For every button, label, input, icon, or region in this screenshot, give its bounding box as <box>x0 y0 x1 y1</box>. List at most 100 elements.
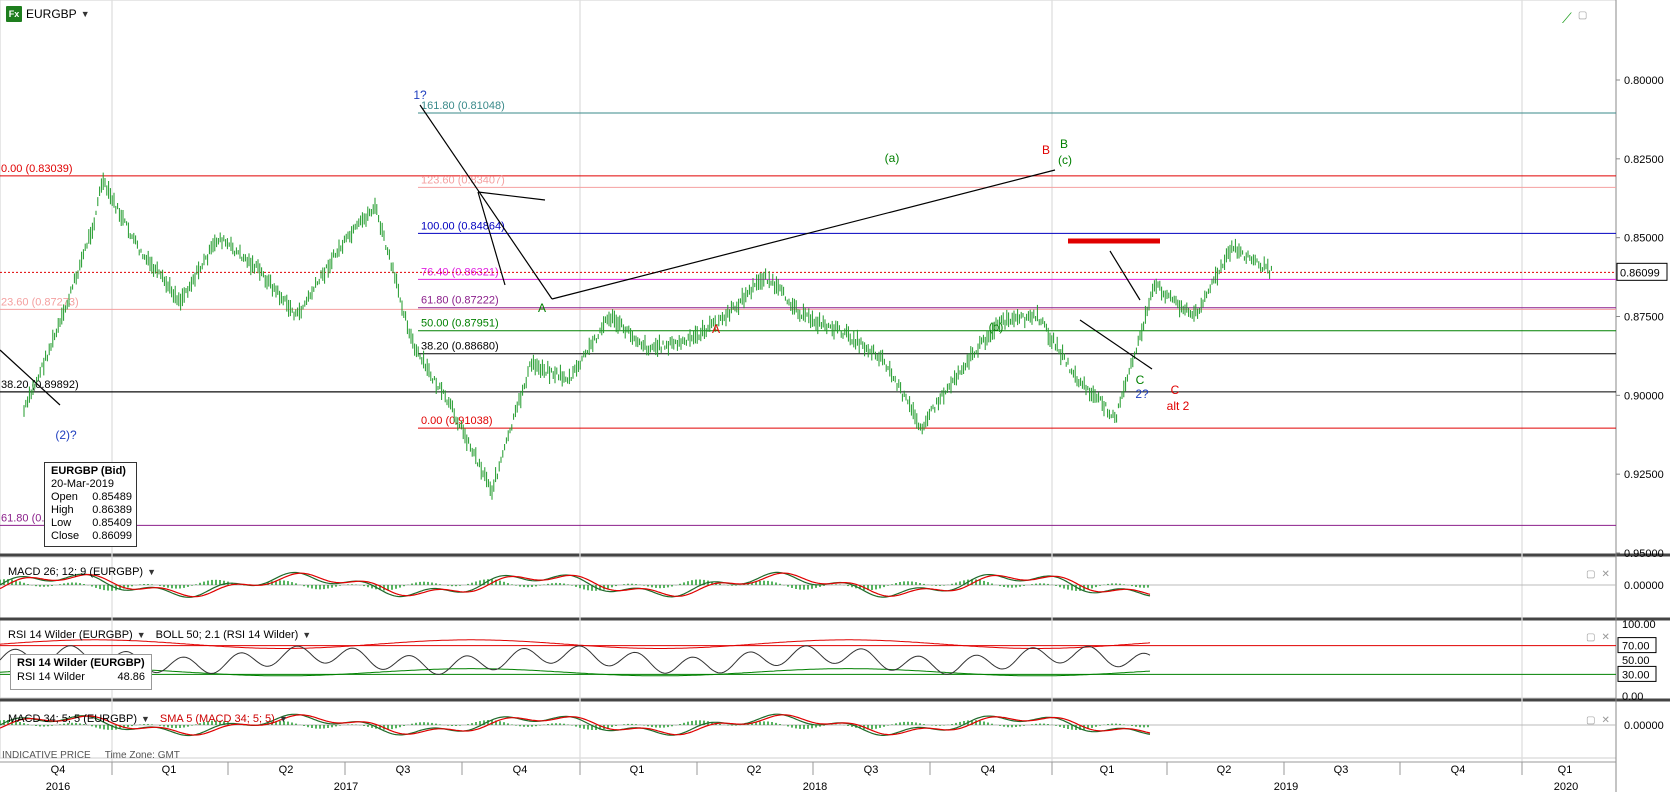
ohlc-date: 20-Mar-2019 <box>51 478 114 490</box>
timezone-label: Time Zone: GMT <box>104 750 180 761</box>
rsi-tooltip-value: 48.86 <box>117 671 145 683</box>
quarter-label: Q4 <box>513 764 528 776</box>
trendline <box>551 169 1056 300</box>
rsi-tick-label: 50.00 <box>1622 655 1650 667</box>
fib-level-label: 38.20 (0.89892) <box>1 379 79 391</box>
trendline <box>1079 319 1153 370</box>
price-tick-label: 0.82500 <box>1624 154 1664 166</box>
rsi-tick-label: 100.00 <box>1622 619 1656 631</box>
boll-lower-line <box>0 668 1151 677</box>
quarter-label: Q2 <box>279 764 294 776</box>
ohlc-value: 0.86389 <box>92 504 132 516</box>
year-label: 2018 <box>803 781 827 792</box>
caret-down-icon[interactable]: ▼ <box>302 630 312 640</box>
wave-label: (b) <box>989 320 1004 334</box>
rsi-panel-controls: ▢ ✕ <box>1586 632 1610 643</box>
year-label: 2019 <box>1274 781 1298 792</box>
rsi-tooltip-row: RSI 14 Wilder 48.86 <box>17 670 145 684</box>
macd2-signal-line <box>0 714 1151 736</box>
trendline <box>419 104 553 300</box>
macd2-tick-label: 0.00000 <box>1624 720 1664 732</box>
trendline <box>1109 250 1141 301</box>
caret-down-icon[interactable]: ▼ <box>140 714 150 724</box>
wave-label: A <box>712 322 720 336</box>
fib-level-label: 0.00 (0.83039) <box>1 163 73 175</box>
quarter-label: Q1 <box>1558 764 1573 776</box>
wave-label: 1? <box>413 88 427 102</box>
ohlc-row: High 0.86389 <box>51 504 132 517</box>
boll-upper-line <box>0 639 1151 649</box>
symbol-header[interactable]: Fx EURGBP ▼ <box>6 6 90 22</box>
fib-level-label: 123.60 (0.83407) <box>421 174 505 186</box>
rsi-tick-box <box>1617 665 1657 682</box>
wave-label: (a) <box>885 151 900 165</box>
price-tick-label: 0.87500 <box>1624 312 1664 324</box>
quarter-label: Q4 <box>1451 764 1466 776</box>
fib-level-label: 38.20 (0.88680) <box>421 341 499 353</box>
price-tick-label: 0.80000 <box>1624 75 1664 87</box>
quarter-label: Q3 <box>1334 764 1349 776</box>
fib-level-label: 50.00 (0.87951) <box>421 318 499 330</box>
rsi-legend[interactable]: RSI 14 Wilder (EURGBP) ▼ BOLL 50; 2.1 (R… <box>8 629 311 641</box>
fib-level-label: 76.40 (0.86321) <box>421 266 499 278</box>
quarter-label: Q4 <box>981 764 996 776</box>
window-icon[interactable]: ▢ <box>1586 632 1596 643</box>
ohlc-row: Low 0.85409 <box>51 517 132 530</box>
caret-down-icon[interactable]: ▼ <box>278 714 288 724</box>
price-tick-label: 0.95000 <box>1624 548 1664 560</box>
panel-frame <box>0 0 1617 557</box>
window-icon[interactable]: ▢ <box>1586 569 1596 580</box>
ohlc-box: EURGBP (Bid) 20-Mar-2019 Open 0.85489 Hig… <box>44 462 137 547</box>
indicative-price-label: INDICATIVE PRICE <box>2 750 91 761</box>
panel-frame <box>0 700 1617 759</box>
caret-down-icon[interactable]: ▼ <box>147 567 157 577</box>
close-icon[interactable]: ✕ <box>1601 569 1610 580</box>
close-icon[interactable]: ✕ <box>1601 632 1610 643</box>
trend-icon[interactable]: ⟋ <box>1562 10 1572 26</box>
window-icon[interactable]: ▢ <box>1577 10 1588 21</box>
quarter-label: Q1 <box>1100 764 1115 776</box>
wave-label: B <box>1042 143 1050 157</box>
quarter-label: Q1 <box>162 764 177 776</box>
caret-down-icon[interactable]: ▼ <box>136 630 146 640</box>
footer-note: INDICATIVE PRICE Time Zone: GMT <box>2 750 180 761</box>
close-icon[interactable]: ✕ <box>1601 715 1610 726</box>
quarter-label: Q1 <box>630 764 645 776</box>
ohlc-key: High <box>51 504 74 516</box>
rsi-label[interactable]: RSI 14 Wilder (EURGBP) <box>8 629 133 641</box>
sma-label[interactable]: SMA 5 (MACD 34; 5; 5) <box>159 713 275 725</box>
quarter-label: Q2 <box>747 764 762 776</box>
fib-level-label: 100.00 (0.84864) <box>421 220 505 232</box>
panel-frame <box>0 619 1617 699</box>
rsi-tooltip-key: RSI 14 Wilder <box>17 671 85 683</box>
boll-label[interactable]: BOLL 50; 2.1 (RSI 14 Wilder) <box>155 629 299 641</box>
ohlc-value: 0.86099 <box>92 530 132 542</box>
symbol-label[interactable]: EURGBP <box>26 7 77 21</box>
fib-level-label: 0.00 (0.91038) <box>421 415 493 427</box>
window-icon[interactable]: ▢ <box>1586 715 1596 726</box>
macd2-panel-controls: ▢ ✕ <box>1586 715 1610 726</box>
wave-label: 2? <box>1135 387 1149 401</box>
ohlc-title: EURGBP (Bid) <box>51 465 126 477</box>
macd2-legend[interactable]: MACD 34; 5; 5 (EURGBP) ▼ SMA 5 (MACD 34;… <box>8 713 288 725</box>
price-tick-label: 0.85000 <box>1624 233 1664 245</box>
trendline <box>0 349 61 406</box>
caret-down-icon[interactable]: ▼ <box>80 9 90 19</box>
fib-level-label: 161.80 (0.81048) <box>421 100 505 112</box>
macd1-legend[interactable]: MACD 26; 12; 9 (EURGBP) ▼ <box>8 566 156 578</box>
ohlc-value: 0.85489 <box>92 491 132 503</box>
year-label: 2016 <box>46 781 70 792</box>
wave-label: B <box>1060 137 1068 151</box>
fib-level-label: 61.80 (0.87222) <box>421 295 499 307</box>
macd2-label[interactable]: MACD 34; 5; 5 (EURGBP) <box>8 713 137 725</box>
year-label: 2020 <box>1554 781 1578 792</box>
rsi-tick-label: 0.00 <box>1622 691 1643 703</box>
macd1-label[interactable]: MACD 26; 12; 9 (EURGBP) <box>8 566 144 578</box>
wave-label: C <box>1171 383 1180 397</box>
trendline <box>477 191 506 286</box>
wave-label: (2)? <box>55 428 77 442</box>
fib-level-label: 23.60 (0.87273) <box>1 296 79 308</box>
rsi-tick-label: 30.00 <box>1622 669 1650 681</box>
